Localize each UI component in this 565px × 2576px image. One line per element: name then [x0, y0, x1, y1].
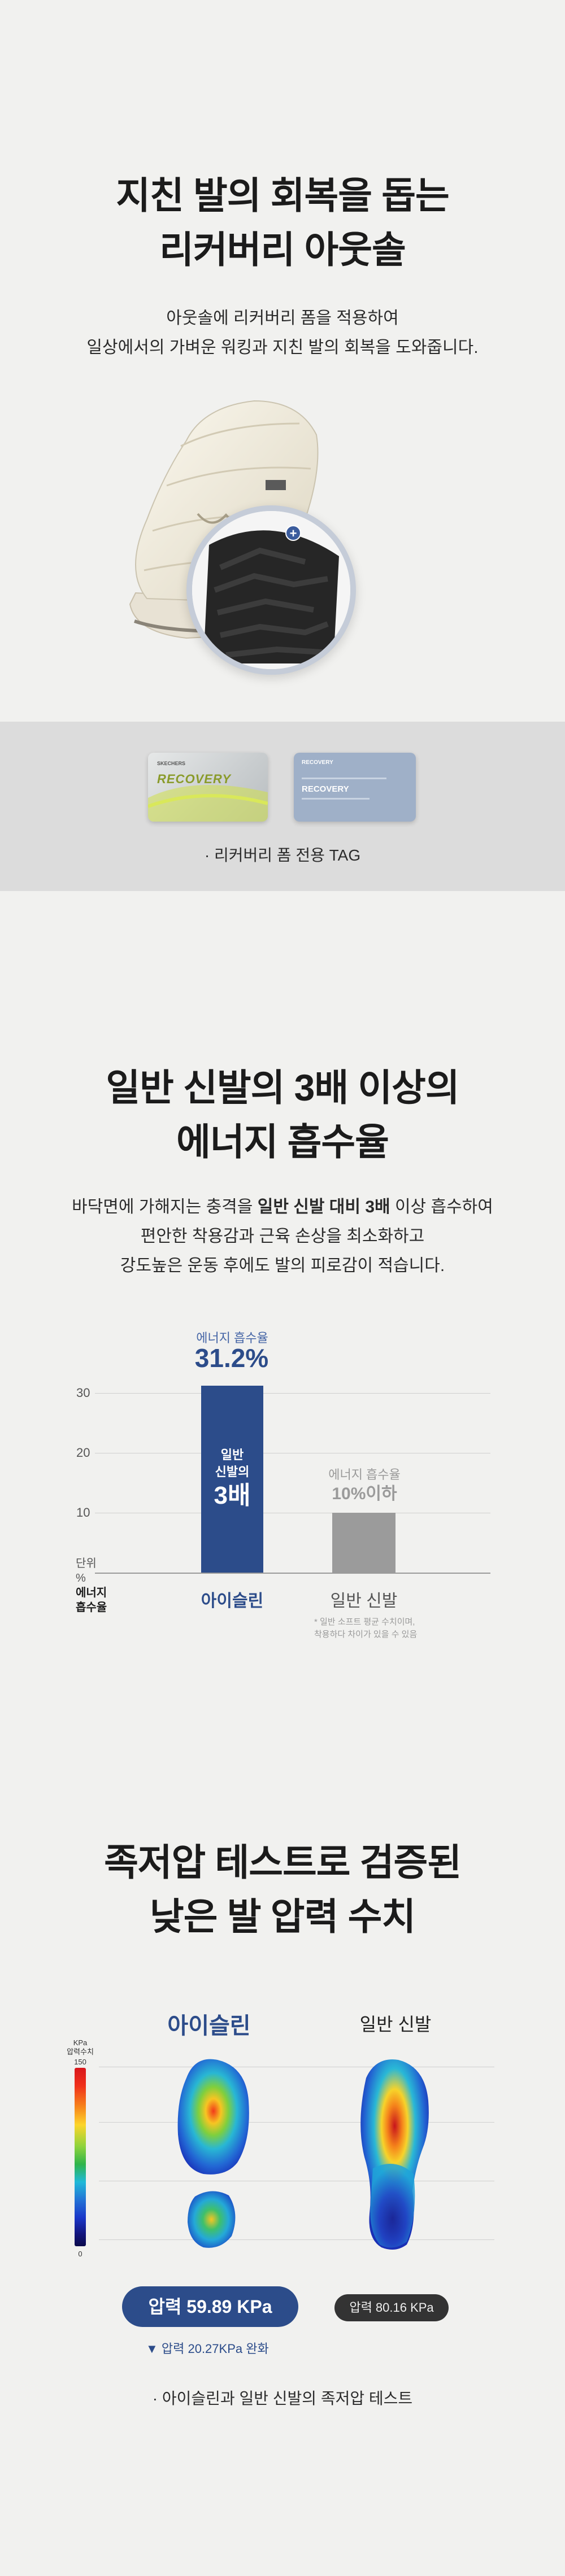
section1-title-line1: 지친 발의 회복을 돕는	[116, 174, 450, 216]
grid-line	[99, 2122, 494, 2123]
desc-part-b-bold: 일반 신발 대비 3배	[257, 1198, 390, 1216]
normal-value-label: 에너지 흡수율	[328, 1468, 401, 1482]
unit-line2: 흡수율	[76, 1601, 107, 1614]
tag2-line2	[302, 798, 370, 800]
section2-desc-line2: 편안한 착용감과 근육 손상을 최소화하고	[140, 1227, 425, 1246]
tag-caption: · 리커버리 폼 전용 TAG	[204, 846, 361, 864]
normal-pressure-badge: 압력 80.16 KPa	[334, 2294, 449, 2321]
outsole-closeup	[186, 505, 356, 675]
category-normal: 일반 신발	[330, 1592, 398, 1610]
tag1-brand: SKECHERS	[157, 761, 186, 766]
aislin-pressure-badge: 압력 59.89 KPa	[122, 2286, 298, 2327]
section2-desc-line1: 바닥면에 가해지는 충격을 일반 신발 대비 3배 이상 흡수하여	[0, 1193, 565, 1222]
section2-title-line1: 일반 신발의 3배 이상의	[106, 1067, 459, 1108]
legend-max: 150	[74, 2058, 86, 2066]
legend-title: KPa 압력수치	[64, 2038, 96, 2057]
bar-inner-line1: 일반	[220, 1448, 244, 1462]
pressure-color-scale	[75, 2068, 86, 2246]
normal-footprint-heatmap	[360, 2059, 429, 2250]
recovery-tag-front: SKECHERS RECOVERY	[148, 753, 268, 822]
bar-inner-line2: 신발의	[215, 1465, 250, 1479]
section2-title-line2: 에너지 흡수율	[176, 1121, 389, 1163]
aislin-footprint-heatmap	[177, 2059, 249, 2248]
note-line1: * 일반 소프트 평균 수치이며,	[314, 1617, 415, 1627]
recovery-tag-back: RECOVERY RECOVERY	[294, 753, 416, 822]
section1-title-line2: 리커버리 아웃솔	[159, 229, 406, 270]
y-tick-label: 20	[76, 1446, 90, 1460]
legend-label: 압력수치	[67, 2047, 94, 2056]
recovery-tag-band	[0, 722, 565, 891]
unit-label: 단위 % 에너지 흡수율	[76, 1556, 107, 1615]
y-tick-label: 10	[76, 1505, 90, 1520]
unit-percent: %	[76, 1572, 86, 1584]
section3-title-line1: 족저압 테스트로 검증된	[104, 1841, 462, 1883]
unit-line1: 에너지	[76, 1587, 107, 1599]
pressure-relief-text: ▼ 압력 20.27KPa 완화	[146, 2342, 269, 2356]
aislin-value: 31.2%	[194, 1343, 269, 1373]
tag2-title: RECOVERY	[302, 759, 333, 766]
section1-desc-line1: 아웃솔에 리커버리 폼을 적용하여	[166, 309, 399, 328]
normal-value: 10%이하	[332, 1485, 397, 1503]
zoom-plus-icon: +	[285, 525, 301, 541]
section1-desc-line2: 일상에서의 가벼운 워킹과 지친 발의 회복을 도와줍니다.	[86, 338, 479, 357]
grid-line	[99, 2239, 494, 2240]
tag2-logo: RECOVERY	[302, 784, 349, 794]
tag1-logo: RECOVERY	[157, 772, 232, 786]
section3-title-line2: 낮은 발 압력 수치	[149, 1896, 416, 1937]
bar-inner-line3: 3배	[214, 1482, 251, 1510]
desc-part-c: 이상 흡수하여	[390, 1198, 493, 1216]
label-normal: 일반 신발	[359, 2014, 432, 2034]
chart-baseline	[95, 1573, 490, 1574]
outsole-tread-image	[192, 511, 350, 669]
legend-min: 0	[78, 2250, 82, 2258]
category-aislin: 아이슬린	[201, 1592, 264, 1610]
chart-footnote: * 일반 소프트 평균 수치이며, 착용하다 차이가 있을 수 있음	[314, 1616, 417, 1641]
tag2-line	[302, 778, 386, 779]
bar-normal	[332, 1513, 395, 1573]
y-tick-label: 30	[76, 1386, 90, 1400]
recovery-tag-graphic	[148, 785, 268, 822]
desc-part-a: 바닥면에 가해지는 충격을	[72, 1198, 258, 1216]
aislin-value-label: 에너지 흡수율	[196, 1331, 268, 1345]
note-line2: 착용하다 차이가 있을 수 있음	[314, 1630, 418, 1639]
footprint-test-caption: · 아이슬린과 일반 신발의 족저압 테스트	[152, 2390, 413, 2407]
label-aislin: 아이슬린	[167, 2014, 251, 2038]
chart-gridline	[95, 1393, 490, 1394]
unit-label-text: 단위	[76, 1557, 97, 1570]
section2-desc-line3: 강도높은 운동 후에도 발의 피로감이 적습니다.	[120, 1256, 445, 1275]
legend-unit: KPa	[73, 2038, 88, 2047]
